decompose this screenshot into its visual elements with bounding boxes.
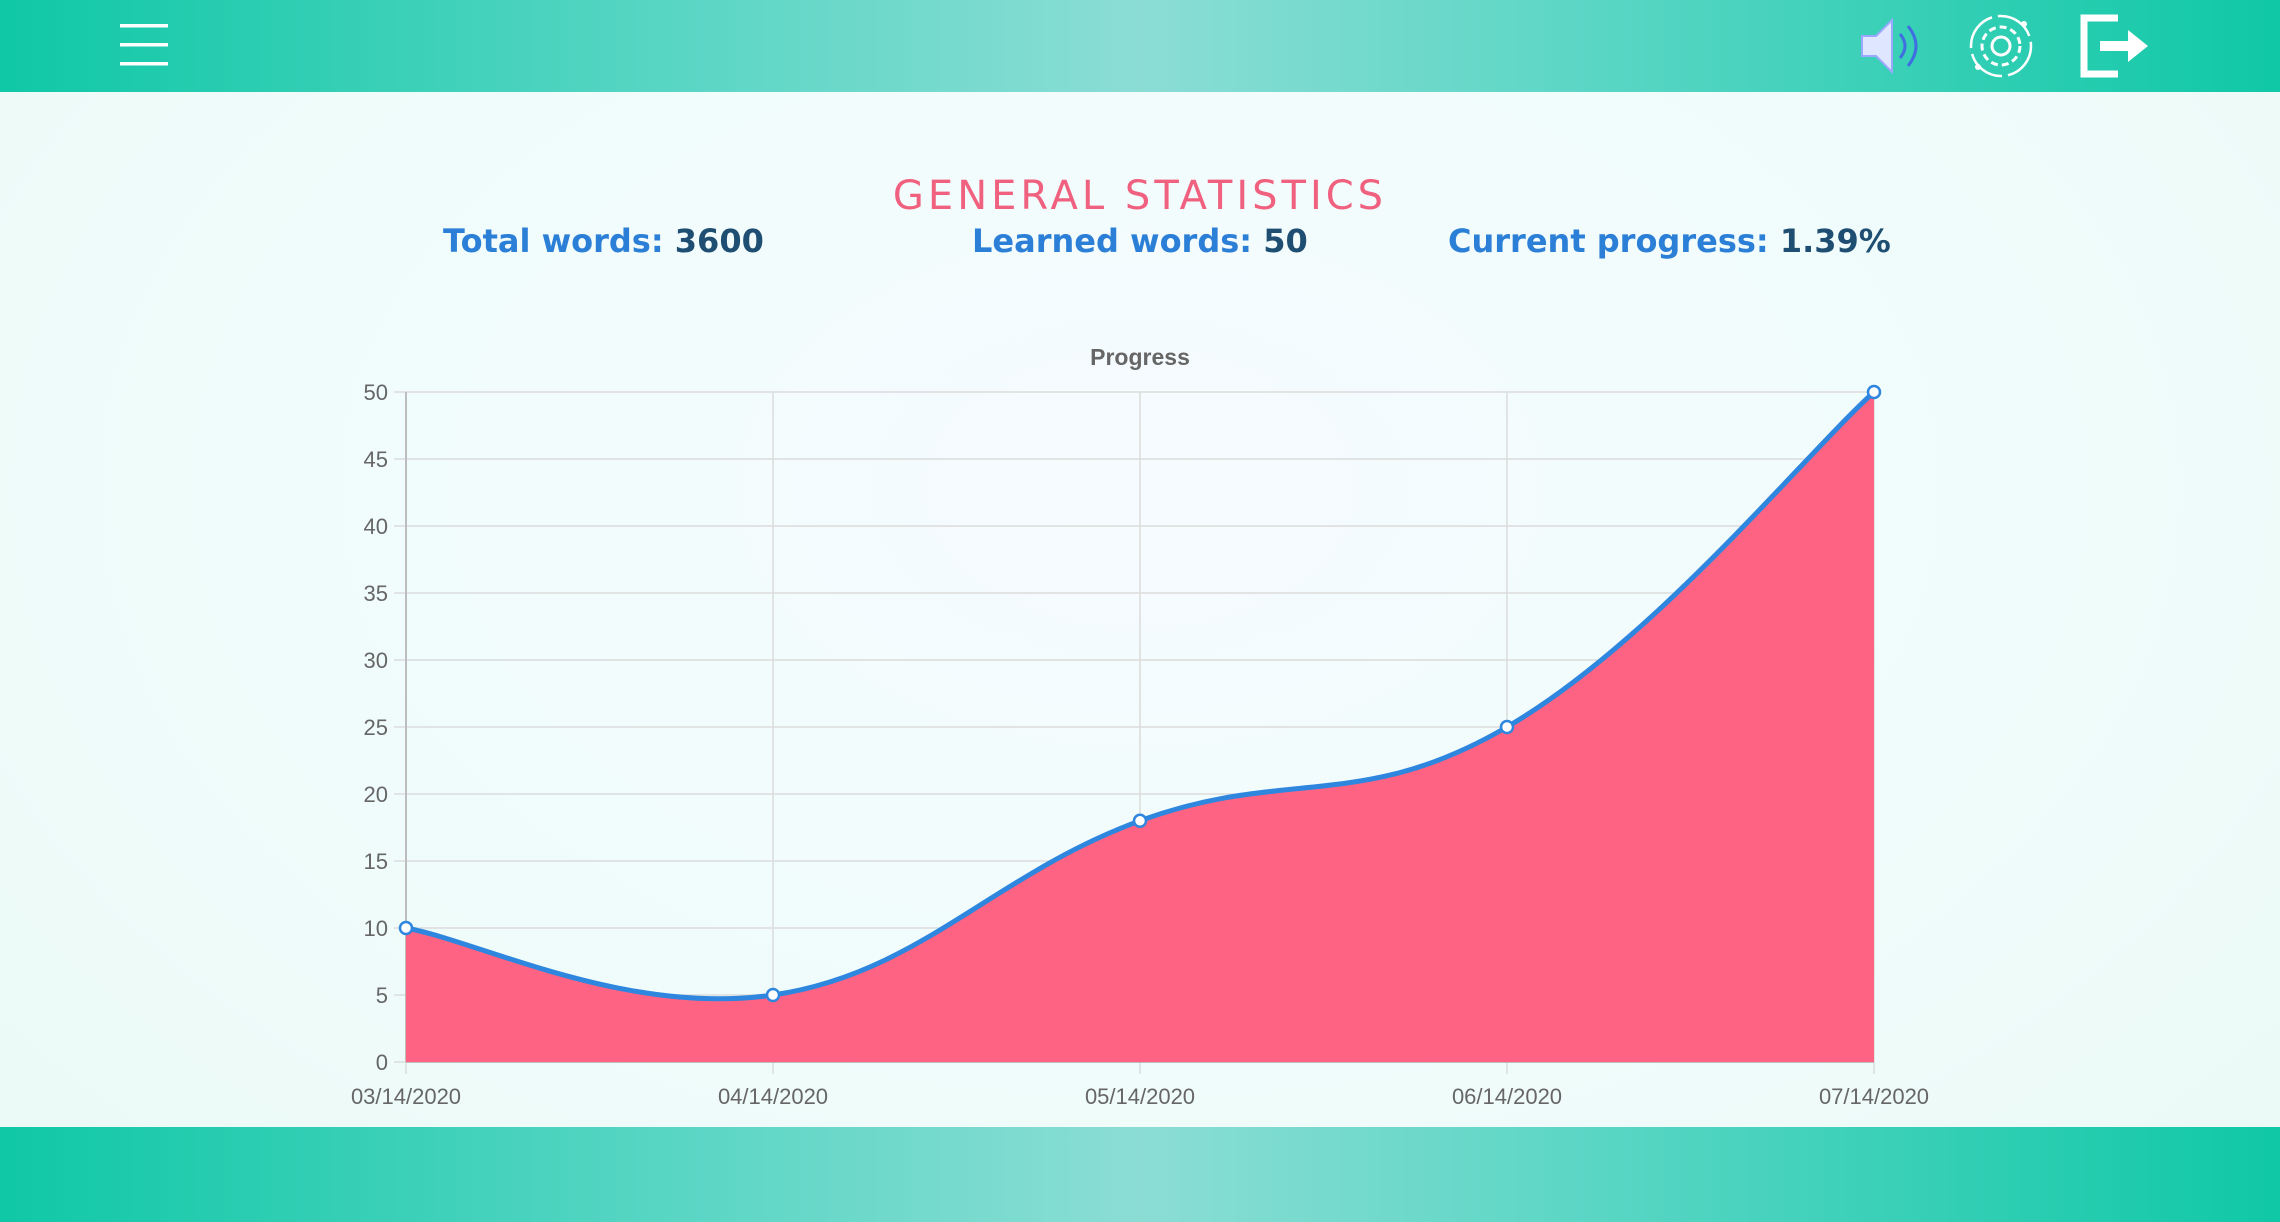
x-tick-label: 04/14/2020 (718, 1084, 828, 1109)
y-tick-label: 0 (376, 1050, 388, 1075)
stat-learned-value: 50 (1263, 222, 1308, 260)
y-tick-label: 45 (364, 447, 388, 472)
y-tick-label: 15 (364, 849, 388, 874)
stats-row: Total words: 3600 Learned words: 50 Curr… (0, 222, 2280, 272)
x-tick-label: 03/14/2020 (351, 1084, 461, 1109)
gear-icon[interactable] (1966, 12, 2036, 80)
data-point (1499, 719, 1515, 735)
stat-learned-label: Learned words: (972, 222, 1253, 260)
page-title: GENERAL STATISTICS (892, 172, 1388, 219)
y-tick-label: 50 (364, 380, 388, 405)
y-tick-label: 20 (364, 782, 388, 807)
stat-progress-value: 1.39% (1779, 222, 1891, 260)
footer-bar (0, 1127, 2280, 1222)
stat-current-progress: Current progress: 1.39% (1448, 222, 1891, 260)
data-point (1132, 813, 1148, 829)
y-tick-label: 25 (364, 715, 388, 740)
y-tick-label: 5 (376, 983, 388, 1008)
hamburger-menu-icon[interactable] (118, 22, 172, 68)
y-tick-label: 30 (364, 648, 388, 673)
x-tick-label: 06/14/2020 (1452, 1084, 1562, 1109)
top-bar (0, 0, 2280, 92)
data-point (765, 987, 781, 1003)
x-tick-label: 07/14/2020 (1819, 1084, 1929, 1109)
stat-total-words: Total words: 3600 (443, 222, 764, 260)
data-point (398, 920, 414, 936)
stat-learned-words: Learned words: 50 (972, 222, 1308, 260)
stat-total-value: 3600 (674, 222, 764, 260)
chart-title: Progress (1090, 344, 1190, 370)
x-tick-label: 05/14/2020 (1085, 1084, 1195, 1109)
y-tick-label: 10 (364, 916, 388, 941)
speaker-icon[interactable] (1856, 12, 1930, 80)
y-tick-label: 35 (364, 581, 388, 606)
data-point (1866, 384, 1882, 400)
stat-total-label: Total words: (443, 222, 664, 260)
progress-area (406, 392, 1874, 1062)
stat-progress-label: Current progress: (1448, 222, 1769, 260)
progress-line (405, 390, 1876, 1002)
y-tick-label: 40 (364, 514, 388, 539)
progress-chart: Progress 0 5 10 15 20 25 30 35 40 45 50 03/14/2020 04… (351, 344, 1929, 1109)
logout-icon[interactable] (2078, 10, 2152, 82)
